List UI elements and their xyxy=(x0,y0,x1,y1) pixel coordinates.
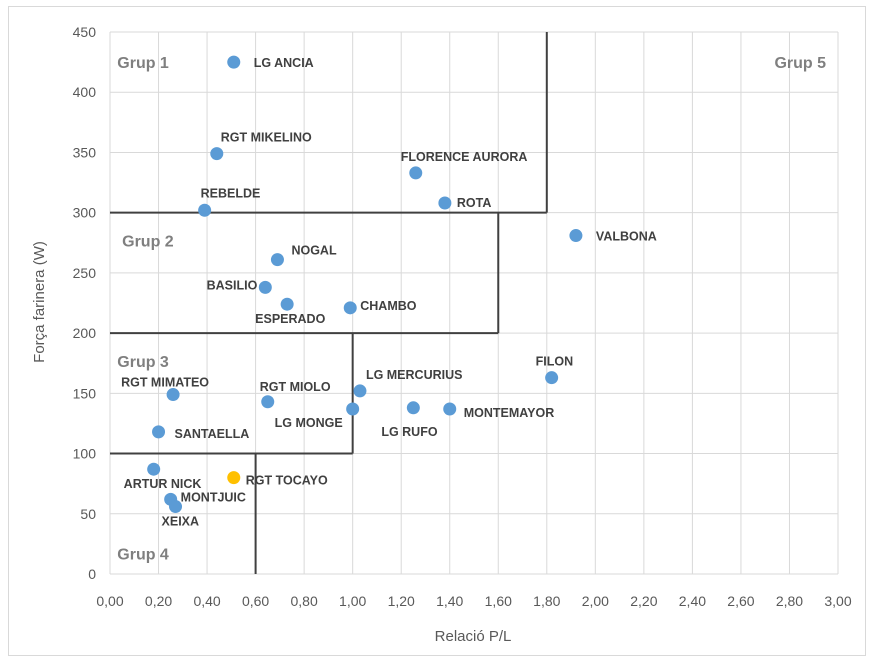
point-label: CHAMBO xyxy=(360,299,417,313)
data-point xyxy=(545,371,559,385)
point-label: LG RUFO xyxy=(381,425,438,439)
point-label: MONTEMAYOR xyxy=(464,406,555,420)
data-point xyxy=(261,395,275,409)
data-point xyxy=(270,253,284,267)
point-label: ROTA xyxy=(457,196,492,210)
data-point xyxy=(147,462,161,476)
x-tick-label: 2,00 xyxy=(582,593,609,609)
x-tick-label: 0,40 xyxy=(193,593,220,609)
point-label: ESPERADO xyxy=(255,312,325,326)
data-point xyxy=(569,229,583,243)
y-tick-label: 250 xyxy=(73,265,97,281)
y-tick-label: 400 xyxy=(73,84,97,100)
x-tick-label: 1,40 xyxy=(436,593,463,609)
group-labels: Grup 1 Grup 2 Grup 3 Grup 4 Grup 5 xyxy=(117,55,826,563)
point-label: LG ANCIA xyxy=(254,56,314,70)
data-point xyxy=(198,203,212,217)
y-axis-title: Força farinera (W) xyxy=(31,241,48,363)
point-label: LG MONGE xyxy=(275,416,343,430)
x-tick-label: 0,20 xyxy=(145,593,172,609)
point-labels: LG ANCIA RGT MIKELINO REBELDE FLORENCE AURO… xyxy=(121,56,657,528)
x-tick-label: 2,40 xyxy=(679,593,706,609)
x-tick-label: 2,20 xyxy=(630,593,657,609)
group-label: Grup 3 xyxy=(117,354,169,371)
x-tick-label: 0,00 xyxy=(96,593,123,609)
y-tick-label: 300 xyxy=(73,205,97,221)
data-points xyxy=(147,55,583,514)
chart-frame xyxy=(8,6,866,656)
y-tick-labels: 0 50 100 150 200 250 300 350 400 450 xyxy=(73,24,97,582)
point-label: BASILIO xyxy=(207,278,258,292)
point-label: SANTAELLA xyxy=(175,427,250,441)
data-point xyxy=(438,196,452,210)
x-axis-title: Relació P/L xyxy=(435,628,512,645)
point-label: XEIXA xyxy=(162,515,200,529)
point-label: RGT MIOLO xyxy=(260,380,331,394)
x-tick-label: 1,80 xyxy=(533,593,560,609)
x-tick-label: 2,60 xyxy=(727,593,754,609)
data-point xyxy=(169,500,183,514)
data-point xyxy=(227,55,241,69)
point-label: RGT MIKELINO xyxy=(221,131,312,145)
point-label: MONTJUIC xyxy=(181,490,246,504)
x-tick-label: 0,80 xyxy=(291,593,318,609)
x-tick-label: 1,00 xyxy=(339,593,366,609)
x-tick-labels: 0,00 0,20 0,40 0,60 0,80 1,00 1,20 1,40 1,60 1,80… xyxy=(96,593,851,609)
data-point xyxy=(409,166,423,180)
data-point xyxy=(443,402,457,416)
y-tick-label: 350 xyxy=(73,144,97,160)
point-label: REBELDE xyxy=(201,186,261,200)
y-tick-label: 450 xyxy=(73,24,97,40)
point-label: FILON xyxy=(536,355,574,369)
group-label: Grup 4 xyxy=(117,547,169,564)
data-point xyxy=(258,280,272,294)
y-tick-label: 0 xyxy=(88,566,96,582)
point-label: FLORENCE AURORA xyxy=(401,150,528,164)
y-tick-label: 100 xyxy=(73,446,97,462)
data-point xyxy=(227,471,241,485)
point-label: RGT MIMATEO xyxy=(121,376,209,390)
x-tick-label: 2,80 xyxy=(776,593,803,609)
point-label: LG MERCURIUS xyxy=(366,368,463,382)
group-boundaries xyxy=(110,32,548,574)
point-label: RGT TOCAYO xyxy=(246,474,328,488)
x-tick-label: 1,60 xyxy=(485,593,512,609)
data-point xyxy=(343,301,357,315)
y-tick-label: 50 xyxy=(80,506,96,522)
y-tick-label: 200 xyxy=(73,325,97,341)
data-point xyxy=(210,147,224,161)
data-point xyxy=(152,425,166,439)
data-point xyxy=(406,401,420,415)
point-label: NOGAL xyxy=(291,244,337,258)
x-tick-label: 0,60 xyxy=(242,593,269,609)
group-label: Grup 1 xyxy=(117,55,169,72)
data-point xyxy=(280,297,294,311)
x-tick-label: 1,20 xyxy=(388,593,415,609)
point-label: ARTUR NICK xyxy=(124,477,202,491)
group-label: Grup 5 xyxy=(774,55,826,72)
y-tick-label: 150 xyxy=(73,385,97,401)
x-tick-label: 3,00 xyxy=(824,593,851,609)
group-label: Grup 2 xyxy=(122,233,174,250)
data-point xyxy=(353,384,367,398)
point-label: VALBONA xyxy=(596,230,657,244)
data-point xyxy=(346,402,360,416)
data-point xyxy=(166,388,180,402)
